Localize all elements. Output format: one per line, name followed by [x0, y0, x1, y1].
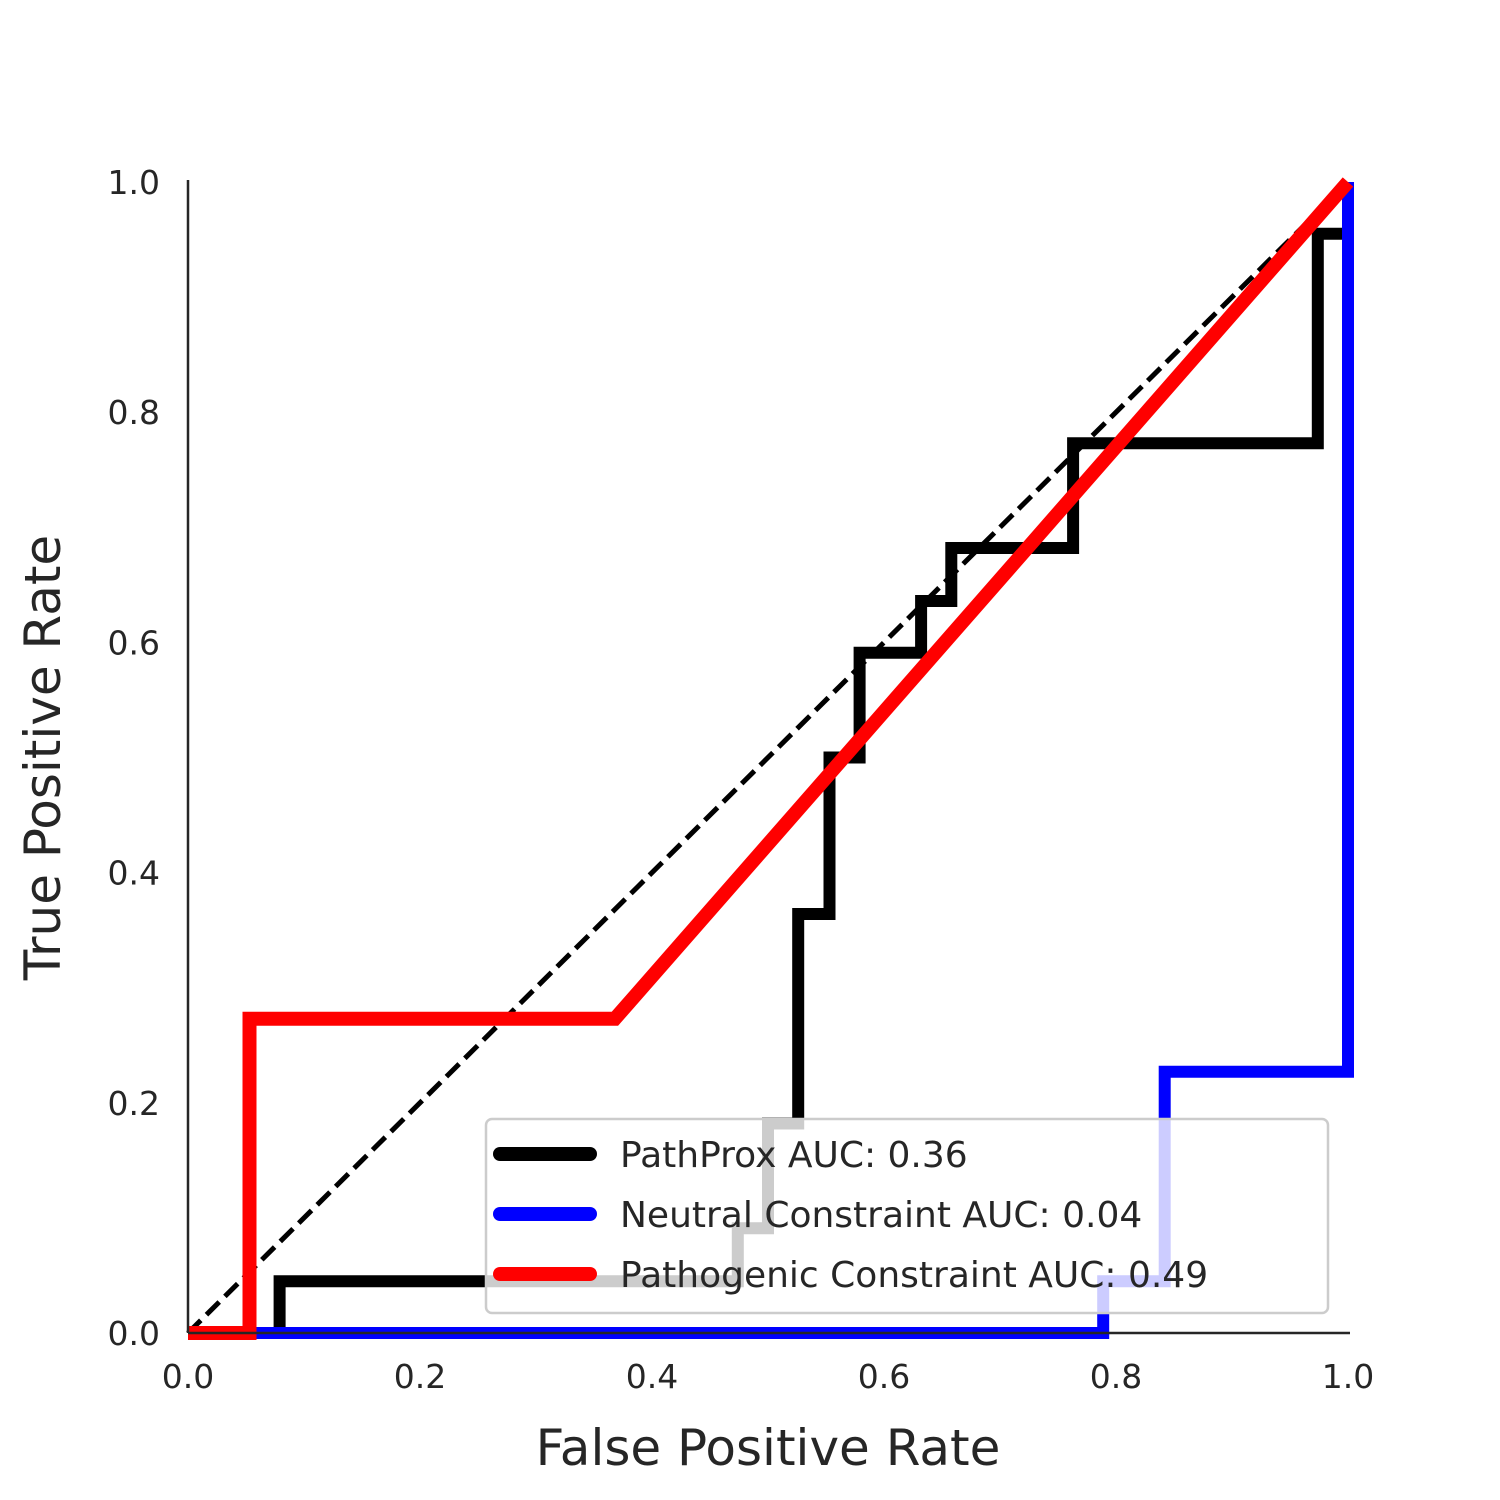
- y-tick-label: 0.2: [108, 1084, 160, 1123]
- legend-label-1: PathProx AUC: 0.36: [620, 1135, 968, 1176]
- x-axis-title: False Positive Rate: [536, 1419, 1001, 1477]
- chance-diagonal-line: [186, 180, 1350, 1335]
- legend: PathProx AUC: 0.36 Neutral Constraint AUC…: [484, 1117, 1330, 1315]
- y-tick-label: 1.0: [108, 163, 160, 202]
- x-tick-label: 0.8: [1090, 1357, 1142, 1396]
- x-tick-label: 0.4: [626, 1357, 678, 1396]
- y-axis-title: True Positive Rate: [14, 535, 72, 981]
- y-tick-label: 0.4: [108, 854, 160, 893]
- x-tick-label: 0.2: [394, 1357, 446, 1396]
- axes: [186, 180, 1350, 1335]
- x-tick-label: 1.0: [1322, 1357, 1374, 1396]
- x-tick-label: 0.6: [858, 1357, 910, 1396]
- legend-label-3: Pathogenic Constraint AUC: 0.49: [620, 1255, 1208, 1296]
- legend-frame: [484, 1117, 1330, 1315]
- legend-label-2: Neutral Constraint AUC: 0.04: [620, 1195, 1142, 1236]
- x-tick-label: 0.0: [162, 1357, 214, 1396]
- y-tick-label: 0.8: [108, 393, 160, 432]
- y-tick-label: 0.6: [108, 623, 160, 662]
- tick-labels: 0.0 0.2 0.4 0.6 0.8 1.0 0.0 0.2 0.4 0.6 0.8 1.0: [108, 163, 1375, 1396]
- y-tick-label: 0.0: [108, 1314, 160, 1353]
